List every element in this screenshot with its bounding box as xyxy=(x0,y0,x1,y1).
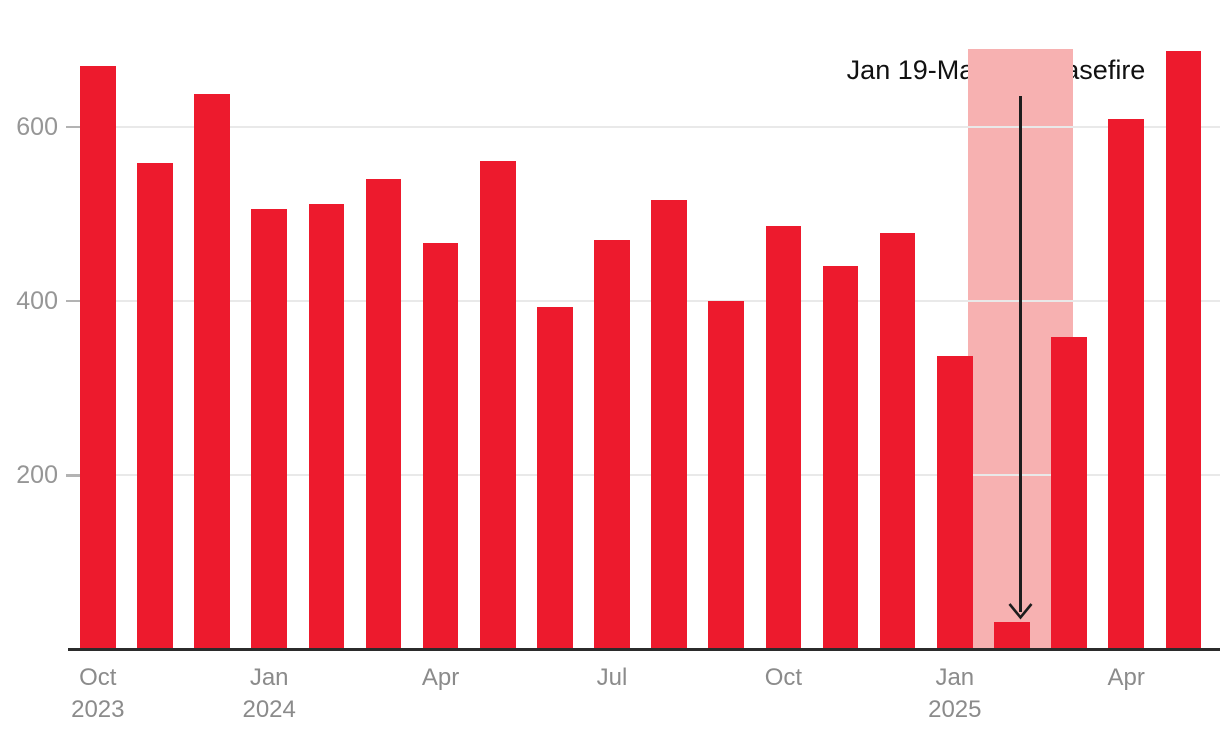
y-axis-tick-400 xyxy=(66,300,80,303)
bar-dec-2023 xyxy=(194,94,230,650)
x-axis-label-oct: Oct xyxy=(713,662,853,694)
x-axis-label-month: Apr xyxy=(421,664,460,691)
y-axis-tick-600 xyxy=(66,126,80,129)
x-axis-label-year: 2024 xyxy=(242,696,296,723)
y-axis-label-600: 600 xyxy=(16,113,58,142)
bar-mar-2024 xyxy=(365,179,402,650)
bar-jun-2024 xyxy=(537,307,573,650)
x-axis-label-jan-2024: Jan 2024 xyxy=(199,662,339,726)
y-axis-label-400: 400 xyxy=(16,287,58,316)
gridline-200 xyxy=(68,474,1220,477)
annotation-arrow-head-icon xyxy=(1007,602,1034,620)
x-axis-label-month: Oct xyxy=(764,664,803,691)
bar-jul-2024 xyxy=(594,240,630,650)
bar-oct-2024 xyxy=(765,225,802,650)
x-axis-label-jul: Jul xyxy=(542,662,682,694)
x-axis-label-month: Jul xyxy=(596,664,628,691)
bar-may-2024 xyxy=(479,161,516,650)
bar-feb-2025 xyxy=(994,621,1030,650)
x-axis-label-month: Oct xyxy=(79,664,117,691)
x-axis-label-year: 2025 xyxy=(928,696,982,723)
bar-nov-2024 xyxy=(822,265,859,650)
x-axis-line xyxy=(68,648,1220,651)
gridline-400 xyxy=(68,300,1220,303)
bar-aug-2024 xyxy=(651,200,687,650)
x-axis-label-month: Jan xyxy=(935,664,975,691)
bar-apr-2025 xyxy=(1108,118,1144,650)
x-axis-label-month: Jan xyxy=(249,664,289,691)
bar-nov-2023 xyxy=(137,162,173,650)
bar-jan-2024 xyxy=(251,209,288,650)
bar-dec-2024 xyxy=(879,233,916,650)
bar-feb-2024 xyxy=(308,203,345,650)
y-axis-label-200: 200 xyxy=(16,461,58,490)
x-axis-label-oct-2023: Oct 2023 xyxy=(28,662,168,726)
x-axis-label-apr: Apr xyxy=(1056,662,1196,694)
annotation-arrow-shaft xyxy=(1019,96,1022,612)
bar-apr-2024 xyxy=(422,243,459,650)
gridline-600 xyxy=(68,126,1220,129)
bar-oct-2023 xyxy=(80,66,116,650)
x-axis-label-apr: Apr xyxy=(371,662,511,694)
x-axis-label-jan-2025: Jan 2025 xyxy=(885,662,1025,726)
bar-mar-2025 xyxy=(1051,337,1087,650)
x-axis-label-month: Apr xyxy=(1107,664,1145,691)
x-axis-label-year: 2023 xyxy=(71,696,125,723)
bar-may-2025 xyxy=(1165,50,1202,650)
bar-sep-2024 xyxy=(708,301,745,650)
y-axis-tick-200 xyxy=(66,474,80,477)
bar-jan-2025 xyxy=(937,356,973,650)
